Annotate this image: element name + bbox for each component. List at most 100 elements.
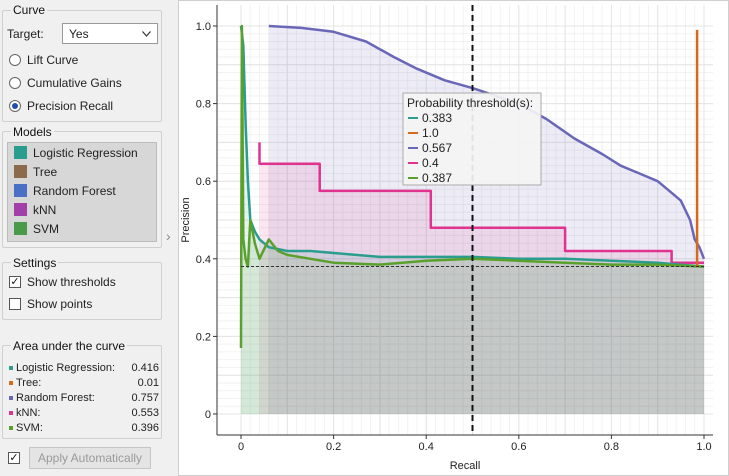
- auto-apply-checkbox[interactable]: ✓: [8, 452, 20, 464]
- apply-automatically-button[interactable]: Apply Automatically: [29, 447, 151, 469]
- target-label: Target:: [7, 27, 44, 41]
- radio-label: Cumulative Gains: [27, 76, 122, 90]
- tick-labels: 0 0.2 0.4 0.6 0.8 1.0 0 0.2 0.4 0.6 0.8 1.0: [196, 21, 712, 453]
- auc-row: Random Forest: 0.757: [9, 390, 159, 405]
- show-points-checkbox[interactable]: Show points: [9, 295, 92, 313]
- color-swatch: [14, 184, 27, 197]
- color-swatch: [14, 165, 27, 178]
- x-tick-label: 0.8: [604, 441, 619, 453]
- curve-group: Curve Target: Yes Lift Curve Cumulative …: [2, 3, 162, 122]
- auc-label: Tree:: [16, 376, 42, 389]
- series-area: [241, 26, 704, 414]
- auc-value: 0.553: [131, 406, 159, 419]
- y-tick-label: 0.2: [196, 331, 211, 343]
- auc-value: 0.396: [131, 421, 159, 434]
- series-area: [259, 142, 704, 414]
- series-area: [241, 26, 704, 414]
- series-lines: [239, 24, 706, 349]
- curve-group-title: Curve: [11, 3, 48, 17]
- checkbox-icon: [9, 298, 21, 310]
- model-item-tree[interactable]: Tree: [8, 162, 156, 181]
- tooltip-threshold-value: 0.383: [422, 111, 452, 125]
- target-select[interactable]: Yes: [62, 23, 158, 44]
- tooltip-title: Probability threshold(s):: [407, 96, 533, 110]
- auc-label: SVM:: [16, 421, 43, 434]
- tooltip-box: [402, 92, 542, 186]
- settings-group-title: Settings: [11, 256, 59, 270]
- color-marker: [9, 365, 13, 370]
- radio-selected-icon: [9, 100, 21, 112]
- radio-cumulative-gains[interactable]: Cumulative Gains: [9, 74, 122, 92]
- axes: [216, 5, 713, 436]
- model-label: Random Forest: [33, 183, 116, 198]
- models-group: Models Logistic Regression Tree Random F…: [2, 125, 162, 248]
- checkmark-icon: ✓: [9, 276, 21, 288]
- collapse-panel-icon[interactable]: ›: [166, 228, 171, 244]
- auc-row: SVM: 0.396: [9, 420, 159, 435]
- tooltip-threshold-value: 1.0: [422, 126, 439, 140]
- model-label: kNN: [33, 202, 57, 217]
- radio-icon: [9, 54, 21, 66]
- auc-value: 0.01: [137, 376, 159, 389]
- chevron-down-icon: [142, 30, 151, 37]
- tooltip-threshold-value: 0.567: [422, 141, 452, 155]
- checkbox-label: Show thresholds: [27, 275, 116, 289]
- color-swatch: [14, 146, 27, 159]
- models-list[interactable]: Logistic Regression Tree Random Forest k…: [7, 142, 157, 242]
- auc-label: kNN:: [16, 406, 41, 419]
- series-line: [258, 142, 704, 264]
- color-swatch: [14, 222, 27, 235]
- target-value: Yes: [69, 26, 89, 41]
- x-tick-label: 0.6: [511, 441, 526, 453]
- models-group-title: Models: [11, 125, 54, 139]
- radio-icon: [9, 77, 21, 89]
- series-line: [268, 24, 706, 260]
- tooltip-threshold-value: 0.387: [422, 171, 452, 185]
- precision-recall-chart: 0 0.2 0.4 0.6 0.8 1.000.20.40.60.81.0 Recall …: [180, 5, 713, 472]
- area-fills: [241, 26, 704, 414]
- y-tick-label: 0.8: [196, 99, 211, 111]
- auc-value: 0.416: [131, 361, 159, 374]
- model-item-knn[interactable]: kNN: [8, 200, 156, 219]
- auc-row: Logistic Regression: 0.416: [9, 360, 159, 375]
- x-tick-label: 0.2: [326, 441, 341, 453]
- checkbox-label: Show points: [27, 297, 93, 311]
- auc-group: Area under the curve Logistic Regression…: [2, 339, 162, 439]
- auc-label: Random Forest:: [16, 391, 95, 404]
- x-axis-label: Recall: [450, 460, 481, 472]
- series-area: [268, 26, 704, 414]
- model-label: Logistic Regression: [33, 145, 138, 160]
- y-tick-label: 0.6: [196, 176, 211, 188]
- radio-label: Precision Recall: [27, 99, 114, 113]
- color-marker: [9, 380, 13, 385]
- model-item-svm[interactable]: SVM: [8, 219, 156, 238]
- auc-label: Logistic Regression:: [16, 361, 116, 374]
- control-panel: Curve Target: Yes Lift Curve Cumulative …: [0, 0, 166, 476]
- radio-lift-curve[interactable]: Lift Curve: [9, 51, 78, 69]
- auc-row: kNN: 0.553: [9, 405, 159, 420]
- y-tick-label: 1.0: [196, 21, 211, 33]
- y-tick-label: 0: [205, 409, 211, 421]
- show-thresholds-checkbox[interactable]: ✓ Show thresholds: [9, 273, 116, 291]
- radio-label: Lift Curve: [27, 53, 79, 67]
- y-axis-label: Precision: [180, 197, 192, 242]
- model-item-logistic-regression[interactable]: Logistic Regression: [8, 143, 156, 162]
- settings-group: Settings ✓ Show thresholds Show points: [2, 256, 162, 320]
- color-swatch: [14, 203, 27, 216]
- auc-value: 0.757: [131, 391, 159, 404]
- series-line: [239, 24, 705, 349]
- x-tick-label: 1.0: [696, 441, 711, 453]
- auc-row: Tree: 0.01: [9, 375, 159, 390]
- color-marker: [9, 410, 13, 415]
- model-item-random-forest[interactable]: Random Forest: [8, 181, 156, 200]
- x-tick-label: 0.4: [419, 441, 434, 453]
- model-label: SVM: [33, 221, 60, 236]
- y-tick-label: 0.4: [196, 254, 211, 266]
- series-line: [239, 25, 705, 268]
- radio-precision-recall[interactable]: Precision Recall: [9, 97, 113, 115]
- color-marker: [9, 395, 13, 400]
- auc-group-title: Area under the curve: [11, 339, 128, 353]
- model-label: Tree: [33, 164, 58, 179]
- plot-area[interactable]: 0 0.2 0.4 0.6 0.8 1.0 0 0.2 0.4 0.6 0.8 1.0 Recall …: [178, 0, 729, 476]
